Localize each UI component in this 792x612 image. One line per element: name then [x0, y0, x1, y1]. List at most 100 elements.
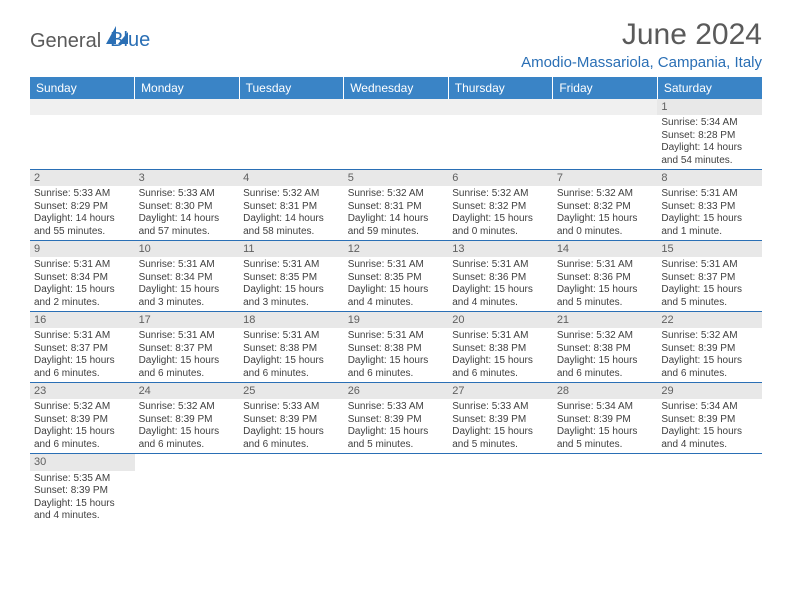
calendar-day	[30, 99, 135, 170]
sunset-line: Sunset: 8:34 PM	[139, 272, 236, 285]
day-number: 30	[30, 454, 135, 470]
calendar-day: 12Sunrise: 5:31 AMSunset: 8:35 PMDayligh…	[344, 241, 449, 312]
day-number: 24	[135, 383, 240, 399]
calendar-day: 10Sunrise: 5:31 AMSunset: 8:34 PMDayligh…	[135, 241, 240, 312]
calendar-day	[239, 99, 344, 170]
calendar-week: 23Sunrise: 5:32 AMSunset: 8:39 PMDayligh…	[30, 383, 762, 454]
day-details: Sunrise: 5:32 AMSunset: 8:39 PMDaylight:…	[657, 328, 762, 382]
calendar-day: 3Sunrise: 5:33 AMSunset: 8:30 PMDaylight…	[135, 170, 240, 241]
sunrise-line: Sunrise: 5:31 AM	[139, 330, 236, 343]
calendar-week: 2Sunrise: 5:33 AMSunset: 8:29 PMDaylight…	[30, 170, 762, 241]
day-number: 8	[657, 170, 762, 186]
calendar-day	[448, 99, 553, 170]
day-header: Monday	[135, 77, 240, 99]
day-details: Sunrise: 5:34 AMSunset: 8:28 PMDaylight:…	[657, 115, 762, 169]
sunset-line: Sunset: 8:38 PM	[557, 343, 654, 356]
day-number: 1	[657, 99, 762, 115]
calendar-week: 9Sunrise: 5:31 AMSunset: 8:34 PMDaylight…	[30, 241, 762, 312]
day-details: Sunrise: 5:35 AMSunset: 8:39 PMDaylight:…	[30, 471, 135, 525]
sunset-line: Sunset: 8:33 PM	[661, 201, 758, 214]
day-number: 28	[553, 383, 658, 399]
brand-part2: Blue	[110, 29, 150, 51]
day-details: Sunrise: 5:33 AMSunset: 8:29 PMDaylight:…	[30, 186, 135, 240]
calendar-day	[239, 454, 344, 525]
daylight-line: Daylight: 14 hours and 54 minutes.	[661, 142, 758, 167]
day-number: 3	[135, 170, 240, 186]
daylight-line: Daylight: 15 hours and 4 minutes.	[661, 426, 758, 451]
day-header: Sunday	[30, 77, 135, 99]
calendar-day: 25Sunrise: 5:33 AMSunset: 8:39 PMDayligh…	[239, 383, 344, 454]
day-number: 4	[239, 170, 344, 186]
daylight-line: Daylight: 15 hours and 6 minutes.	[557, 355, 654, 380]
daylight-line: Daylight: 15 hours and 3 minutes.	[139, 284, 236, 309]
sunset-line: Sunset: 8:35 PM	[243, 272, 340, 285]
day-number: 25	[239, 383, 344, 399]
calendar-day: 28Sunrise: 5:34 AMSunset: 8:39 PMDayligh…	[553, 383, 658, 454]
sunrise-line: Sunrise: 5:32 AM	[557, 330, 654, 343]
day-details: Sunrise: 5:33 AMSunset: 8:39 PMDaylight:…	[448, 399, 553, 453]
sunset-line: Sunset: 8:37 PM	[661, 272, 758, 285]
calendar-day	[135, 454, 240, 525]
day-details: Sunrise: 5:31 AMSunset: 8:34 PMDaylight:…	[30, 257, 135, 311]
daylight-line: Daylight: 15 hours and 6 minutes.	[139, 355, 236, 380]
day-details: Sunrise: 5:32 AMSunset: 8:39 PMDaylight:…	[30, 399, 135, 453]
day-details: Sunrise: 5:31 AMSunset: 8:38 PMDaylight:…	[448, 328, 553, 382]
sunrise-line: Sunrise: 5:31 AM	[34, 259, 131, 272]
sunset-line: Sunset: 8:28 PM	[661, 130, 758, 143]
calendar-day	[553, 99, 658, 170]
sunset-line: Sunset: 8:39 PM	[34, 414, 131, 427]
daylight-line: Daylight: 15 hours and 6 minutes.	[139, 426, 236, 451]
daylight-line: Daylight: 15 hours and 0 minutes.	[452, 213, 549, 238]
sunrise-line: Sunrise: 5:34 AM	[661, 401, 758, 414]
brand-part1: General	[30, 31, 101, 51]
empty-daynum	[344, 99, 449, 115]
day-number: 15	[657, 241, 762, 257]
sunrise-line: Sunrise: 5:32 AM	[348, 188, 445, 201]
sunset-line: Sunset: 8:32 PM	[452, 201, 549, 214]
sunset-line: Sunset: 8:39 PM	[34, 485, 131, 498]
sunrise-line: Sunrise: 5:31 AM	[452, 259, 549, 272]
sunrise-line: Sunrise: 5:31 AM	[661, 259, 758, 272]
sunrise-line: Sunrise: 5:34 AM	[661, 117, 758, 130]
sunset-line: Sunset: 8:39 PM	[452, 414, 549, 427]
day-number: 10	[135, 241, 240, 257]
empty-daynum	[553, 99, 658, 115]
calendar-day: 24Sunrise: 5:32 AMSunset: 8:39 PMDayligh…	[135, 383, 240, 454]
calendar-day: 20Sunrise: 5:31 AMSunset: 8:38 PMDayligh…	[448, 312, 553, 383]
sunrise-line: Sunrise: 5:31 AM	[243, 330, 340, 343]
sunrise-line: Sunrise: 5:31 AM	[348, 330, 445, 343]
calendar-day: 4Sunrise: 5:32 AMSunset: 8:31 PMDaylight…	[239, 170, 344, 241]
brand-logo: General Blue	[30, 18, 150, 51]
sunset-line: Sunset: 8:36 PM	[452, 272, 549, 285]
daylight-line: Daylight: 15 hours and 6 minutes.	[34, 355, 131, 380]
day-details: Sunrise: 5:31 AMSunset: 8:35 PMDaylight:…	[239, 257, 344, 311]
daylight-line: Daylight: 14 hours and 59 minutes.	[348, 213, 445, 238]
sunset-line: Sunset: 8:38 PM	[452, 343, 549, 356]
day-header: Tuesday	[239, 77, 344, 99]
day-details: Sunrise: 5:31 AMSunset: 8:34 PMDaylight:…	[135, 257, 240, 311]
sunrise-line: Sunrise: 5:32 AM	[34, 401, 131, 414]
sunrise-line: Sunrise: 5:35 AM	[34, 473, 131, 486]
daylight-line: Daylight: 15 hours and 3 minutes.	[243, 284, 340, 309]
day-number: 29	[657, 383, 762, 399]
day-header-row: Sunday Monday Tuesday Wednesday Thursday…	[30, 77, 762, 99]
calendar-day: 1Sunrise: 5:34 AMSunset: 8:28 PMDaylight…	[657, 99, 762, 170]
day-details: Sunrise: 5:32 AMSunset: 8:38 PMDaylight:…	[553, 328, 658, 382]
empty-daynum	[448, 99, 553, 115]
sunrise-line: Sunrise: 5:31 AM	[243, 259, 340, 272]
daylight-line: Daylight: 15 hours and 6 minutes.	[34, 426, 131, 451]
sunrise-line: Sunrise: 5:31 AM	[557, 259, 654, 272]
sunrise-line: Sunrise: 5:31 AM	[348, 259, 445, 272]
calendar-day: 7Sunrise: 5:32 AMSunset: 8:32 PMDaylight…	[553, 170, 658, 241]
calendar-day	[344, 99, 449, 170]
sunrise-line: Sunrise: 5:34 AM	[557, 401, 654, 414]
sunset-line: Sunset: 8:37 PM	[34, 343, 131, 356]
location: Amodio-Massariola, Campania, Italy	[521, 54, 762, 71]
calendar-day: 23Sunrise: 5:32 AMSunset: 8:39 PMDayligh…	[30, 383, 135, 454]
sunrise-line: Sunrise: 5:31 AM	[452, 330, 549, 343]
day-number: 14	[553, 241, 658, 257]
empty-daynum	[30, 99, 135, 115]
daylight-line: Daylight: 15 hours and 5 minutes.	[557, 426, 654, 451]
daylight-line: Daylight: 15 hours and 4 minutes.	[452, 284, 549, 309]
calendar-day: 27Sunrise: 5:33 AMSunset: 8:39 PMDayligh…	[448, 383, 553, 454]
